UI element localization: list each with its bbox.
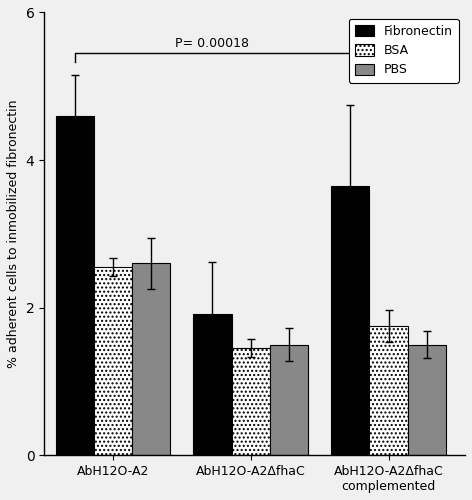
Bar — [56, 116, 94, 456]
Bar — [94, 267, 132, 456]
Text: P= 0.00018: P= 0.00018 — [176, 37, 250, 50]
Bar — [270, 344, 308, 456]
Bar — [370, 326, 408, 456]
Bar — [408, 344, 446, 456]
Bar — [331, 186, 370, 456]
Bar — [232, 348, 270, 456]
Bar — [132, 264, 170, 456]
Y-axis label: % adherent cells to inmobilized fibronectin: % adherent cells to inmobilized fibronec… — [7, 100, 20, 368]
Bar — [194, 314, 232, 456]
Legend: Fibronectin, BSA, PBS: Fibronectin, BSA, PBS — [348, 18, 459, 82]
